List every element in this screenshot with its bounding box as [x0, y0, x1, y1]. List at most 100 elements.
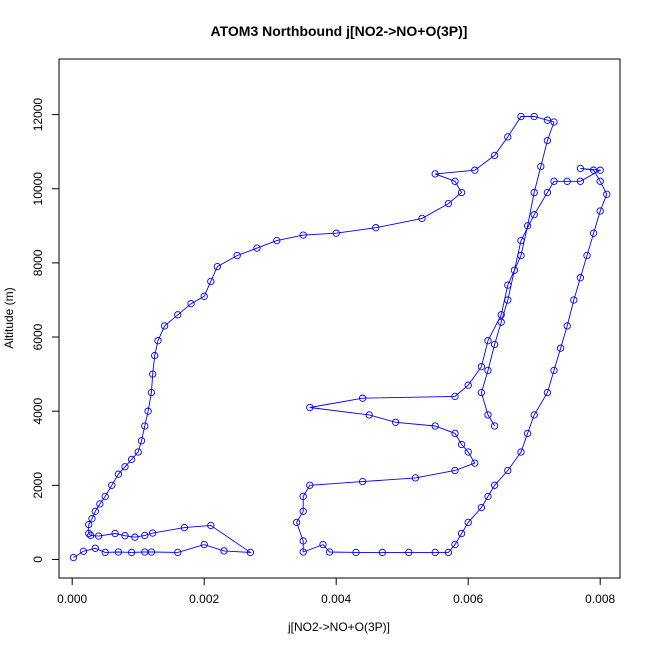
data-point: [504, 281, 512, 289]
data-point: [332, 229, 340, 237]
data-point: [596, 207, 604, 215]
data-point: [149, 370, 157, 378]
data-point: [471, 459, 479, 467]
data-point: [147, 548, 156, 556]
y-axis-label: Altitude (m): [2, 287, 16, 348]
data-point: [147, 388, 156, 397]
data-point: [603, 190, 611, 198]
data-point: [207, 521, 215, 530]
x-axis-label: j[NO2->NO+O(3P)]: [287, 620, 390, 634]
data-point: [576, 274, 585, 282]
data-point: [523, 222, 532, 230]
data-point: [523, 429, 532, 438]
data-point: [91, 507, 99, 515]
x-axis: 0.000 0.002 0.004 0.006 0.008: [57, 577, 616, 606]
data-point: [85, 520, 93, 529]
data-point: [490, 340, 499, 349]
data-point: [319, 540, 327, 549]
y-tick-label: 12000: [31, 98, 45, 132]
data-point: [543, 188, 552, 197]
data-point: [576, 164, 585, 173]
data-point: [517, 112, 525, 121]
data-point: [174, 548, 182, 557]
data-point: [273, 236, 281, 245]
data-point: [358, 394, 367, 402]
data-point: [464, 381, 472, 389]
data-point: [299, 492, 307, 501]
data-point: [431, 548, 439, 557]
y-tick-label: 8000: [31, 249, 45, 276]
data-point: [431, 422, 439, 430]
data-point: [451, 429, 459, 438]
data-point: [111, 529, 119, 538]
data-point: [144, 407, 152, 415]
data-point: [563, 322, 571, 330]
data-point: [180, 523, 189, 532]
data-point: [96, 500, 104, 508]
data-point: [378, 548, 387, 557]
data-point: [365, 411, 373, 419]
data-point: [79, 547, 88, 555]
data-point: [253, 244, 261, 252]
data-point: [444, 548, 453, 557]
data-point: [91, 544, 99, 552]
data-point: [200, 540, 208, 549]
data-point: [504, 133, 512, 141]
y-axis: 0 2000 4000 6000 8000 10000 12000: [31, 98, 60, 563]
data-point: [131, 533, 139, 541]
data-point: [543, 388, 552, 397]
data-point: [141, 531, 149, 540]
data-point: [101, 548, 109, 557]
data-point: [372, 224, 380, 232]
data-point: [85, 529, 93, 538]
data-point: [114, 548, 123, 556]
data-point: [352, 548, 360, 557]
data-point: [233, 251, 241, 260]
data-point: [490, 481, 499, 489]
data-point: [530, 112, 538, 121]
data-point: [358, 477, 367, 486]
data-point: [576, 177, 585, 185]
data-point: [246, 548, 255, 557]
data-point: [497, 318, 505, 326]
data-point: [451, 540, 459, 549]
data-point: [137, 437, 146, 445]
y-tick-label: 4000: [31, 398, 45, 425]
data-point: [530, 411, 538, 419]
data-point: [497, 311, 505, 319]
data-point: [451, 177, 459, 185]
data-point: [504, 466, 512, 475]
data-point: [464, 518, 472, 527]
data-point: [418, 214, 426, 223]
data-point: [530, 211, 538, 219]
data-point: [570, 296, 578, 304]
data-point: [108, 481, 116, 489]
data-point: [484, 366, 492, 375]
data-point: [325, 548, 334, 556]
data-point: [457, 529, 466, 538]
x-tick-label: 0.000: [57, 592, 87, 606]
data-point: [517, 448, 525, 456]
y-tick-label: 0: [31, 556, 45, 563]
data-point: [114, 470, 123, 478]
data-point: [101, 492, 109, 501]
data-point: [550, 118, 558, 126]
data-point: [504, 296, 512, 304]
data-point: [550, 177, 558, 185]
plot-frame: [58, 58, 621, 579]
x-tick-label: 0.002: [189, 592, 219, 606]
data-point: [299, 507, 307, 515]
data-point: [134, 448, 142, 456]
data-point: [596, 166, 604, 174]
data-point: [431, 170, 439, 178]
data-point: [174, 311, 182, 319]
data-point: [543, 116, 552, 124]
data-point: [160, 322, 169, 330]
data-series: [69, 112, 611, 562]
data-point: [299, 231, 307, 239]
data-point: [207, 277, 215, 286]
data-point: [471, 166, 479, 174]
data-point: [121, 532, 129, 540]
data-point: [299, 548, 307, 556]
